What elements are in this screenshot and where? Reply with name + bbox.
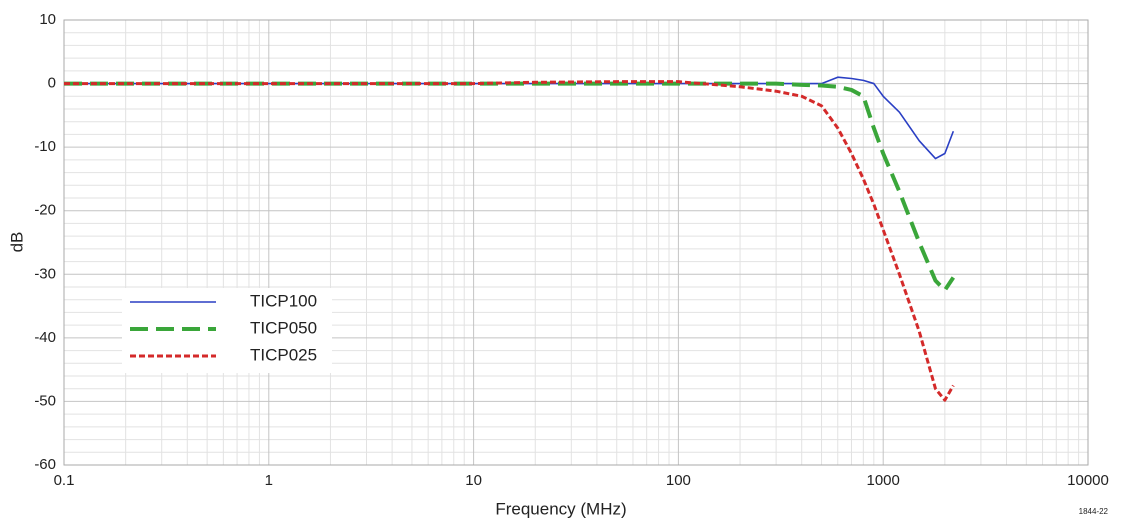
- x-tick-label: 1: [265, 472, 273, 489]
- y-tick-label: -10: [34, 138, 56, 155]
- line-series: [64, 81, 955, 293]
- x-tick-label: 0.1: [54, 472, 75, 489]
- y-tick-label: -40: [34, 329, 56, 346]
- y-tick-label: -50: [34, 392, 56, 409]
- legend-label: TICP050: [250, 318, 317, 337]
- legend-label: TICP100: [250, 291, 317, 310]
- plot-frame: [63, 19, 1089, 466]
- y-tick-label: 10: [39, 11, 56, 28]
- y-axis-label: dB: [7, 232, 26, 253]
- legend-label: TICP025: [250, 345, 317, 364]
- y-tick-label: -20: [34, 202, 56, 219]
- annotation: 1844-22: [1079, 507, 1109, 516]
- y-tick-label: -60: [34, 456, 56, 473]
- x-tick-label: 1000: [867, 472, 900, 489]
- line-series: [64, 76, 955, 160]
- x-tick-label: 100: [666, 472, 691, 489]
- x-tick-label: 10000: [1067, 472, 1109, 489]
- y-tick-label: -30: [34, 265, 56, 282]
- x-tick-label: 10: [465, 472, 482, 489]
- line-series: [64, 80, 955, 402]
- y-tick-label: 0: [48, 75, 56, 92]
- x-axis-label: Frequency (MHz): [495, 499, 626, 518]
